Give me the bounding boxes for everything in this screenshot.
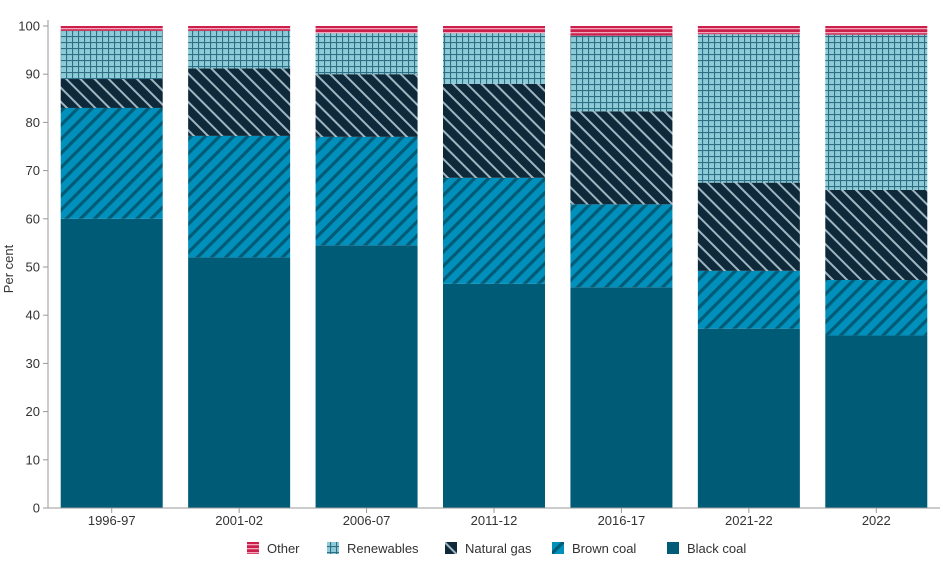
bar-segment-renewables [443,33,545,84]
y-tick-label: 40 [26,308,40,323]
legend-item-black-coal[interactable]: Black coal [667,541,746,556]
bar-segment-brown-coal [188,135,291,258]
bars [60,26,928,509]
legend-label-brown-coal: Brown coal [572,541,636,556]
y-tick-label: 100 [18,19,40,34]
legend-label-renewables: Renewables [347,541,419,556]
x-tick-label: 1996-97 [88,513,136,528]
bar-segment-black-coal [315,245,418,508]
bar-segment-other [188,26,291,31]
legend-item-other[interactable]: Other [247,541,300,556]
y-tick-label: 90 [26,67,40,82]
bar-segment-renewables [697,34,800,183]
bar-segment-brown-coal [825,280,928,336]
x-tick-label: 2016-17 [598,513,646,528]
bar-segment-natural-gas [60,79,163,108]
legend-swatch-brown-coal [552,542,564,554]
bar-segment-black-coal [188,257,291,508]
legend-item-renewables[interactable]: Renewables [327,541,419,556]
y-axis-title: Per cent [1,244,16,293]
bar-segment-renewables [825,34,928,190]
legend-swatch-renewables [327,542,339,554]
bar-segment-natural-gas [825,189,928,281]
bar-group-1996-97 [60,26,163,509]
bar-segment-other [697,26,800,35]
bar-segment-renewables [60,30,163,80]
x-tick-label: 2001-02 [215,513,263,528]
bar-segment-renewables [315,33,418,75]
y-tick-label: 10 [26,452,40,467]
bar-group-2021-22 [697,26,800,508]
bar-segment-black-coal [443,283,545,508]
bar-segment-other [315,26,418,34]
bar-group-2016-17 [570,26,673,508]
x-tick-label: 2011-12 [471,513,518,528]
bar-group-2022 [825,26,928,508]
legend-item-natural-gas[interactable]: Natural gas [445,541,532,556]
bar-group-2001-02 [188,26,291,508]
legend-label-black-coal: Black coal [687,541,746,556]
bar-segment-natural-gas [697,182,800,271]
bar-segment-natural-gas [443,83,545,178]
bar-segment-other [570,26,673,36]
y-tick-label: 80 [26,115,40,130]
bar-segment-natural-gas [570,111,673,205]
bar-segment-renewables [188,30,291,69]
x-tick-label: 2006-07 [343,513,391,528]
bar-group-2006-07 [315,26,418,508]
bar-segment-renewables [570,35,673,112]
bar-segment-other [60,26,163,31]
bar-segment-brown-coal [315,136,418,246]
bar-segment-other [443,26,545,34]
legend-item-brown-coal[interactable]: Brown coal [552,541,636,556]
x-axis: 1996-97 2001-02 2006-07 2011-12 2016-17 2021-… [48,507,940,528]
y-tick-label: 50 [26,260,40,275]
y-tick-label: 70 [26,163,40,178]
bar-segment-other [825,26,928,35]
legend: Other Renewables Natural gas Brown coal Blac… [247,541,746,556]
bar-segment-black-coal [825,335,928,508]
bar-segment-brown-coal [570,204,673,288]
y-tick-label: 30 [26,356,40,371]
bar-segment-brown-coal [443,177,545,284]
legend-label-other: Other [267,541,300,556]
y-tick-label: 60 [26,211,40,226]
y-tick-label: 20 [26,404,40,419]
y-tick-label: 0 [33,501,40,516]
bar-segment-brown-coal [697,270,800,329]
y-axis: 0 10 20 30 40 50 60 70 80 90 100 [18,19,49,516]
bar-segment-black-coal [570,287,673,508]
bar-group-2011-12 [443,26,545,508]
x-tick-label: 2021-22 [725,513,773,528]
bar-segment-natural-gas [188,68,291,136]
legend-swatch-natural-gas [445,542,457,554]
legend-swatch-other [247,542,259,554]
bar-segment-natural-gas [315,74,418,137]
legend-label-natural-gas: Natural gas [465,541,532,556]
bar-segment-black-coal [60,218,163,509]
bar-segment-black-coal [697,328,800,508]
legend-swatch-black-coal [667,542,679,554]
bar-segment-brown-coal [60,107,163,219]
x-tick-label: 2022 [862,513,891,528]
